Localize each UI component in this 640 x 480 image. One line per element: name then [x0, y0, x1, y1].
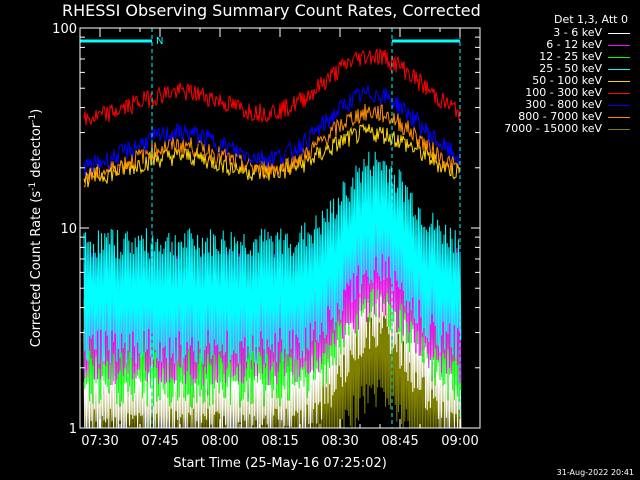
legend-item: 6 - 12 keV — [486, 39, 630, 51]
legend-label: 100 - 300 keV — [525, 86, 602, 99]
legend-swatch — [608, 44, 630, 46]
x-tick-label-3: 08:15 — [261, 434, 298, 449]
legend-item: 100 - 300 keV — [486, 87, 630, 99]
legend-swatch — [608, 104, 630, 106]
x-tick-label-4: 08:30 — [321, 434, 358, 449]
legend-swatch — [608, 128, 630, 130]
x-tick-label-1: 07:45 — [141, 434, 178, 449]
legend-label: 6 - 12 keV — [546, 38, 602, 51]
series-line-3 — [83, 151, 462, 365]
legend-label: 12 - 25 keV — [539, 50, 602, 63]
high-energy-series — [83, 48, 461, 188]
legend-swatch — [608, 56, 630, 58]
legend-item: 25 - 50 keV — [486, 63, 630, 75]
series-line-5 — [83, 48, 461, 126]
legend: Det 1,3, Att 0 3 - 6 keV 6 - 12 keV 12 - 2… — [486, 14, 630, 135]
legend-label: 300 - 800 keV — [525, 98, 602, 111]
legend-swatch — [608, 80, 630, 82]
legend-label: 800 - 7000 keV — [518, 110, 602, 123]
night-marker-label: N — [156, 36, 163, 47]
y-axis-label: Corrected Count Rate (s-1 detector-1) — [28, 109, 44, 347]
legend-item: 12 - 25 keV — [486, 51, 630, 63]
legend-item: 3 - 6 keV — [486, 27, 630, 39]
x-tick-label-0: 07:30 — [81, 434, 118, 449]
low-energy-series — [83, 151, 462, 429]
legend-item: 300 - 800 keV — [486, 99, 630, 111]
legend-swatch — [608, 92, 630, 94]
y-tick-label-2: 100 — [52, 22, 77, 37]
y-tick-label-0: 1 — [69, 422, 77, 437]
x-tick-label-2: 08:00 — [201, 434, 238, 449]
legend-swatch — [608, 68, 630, 70]
footer-date: 31-Aug-2022 20:41 — [556, 468, 634, 477]
legend-label: 25 - 50 keV — [539, 62, 602, 75]
y-tick-label-1: 10 — [60, 222, 77, 237]
legend-item: 50 - 100 keV — [486, 75, 630, 87]
series-line-6 — [83, 85, 461, 177]
x-axis-label: Start Time (25-May-16 07:25:02) — [173, 456, 387, 471]
legend-item: 7000 - 15000 keV — [486, 123, 630, 135]
chart-title: RHESSI Observing Summary Count Rates, Co… — [62, 1, 481, 20]
legend-swatch — [608, 32, 630, 34]
legend-label: 3 - 6 keV — [553, 26, 602, 39]
x-tick-label-5: 08:45 — [381, 434, 418, 449]
legend-label: 7000 - 15000 keV — [504, 122, 602, 135]
series-line-7 — [83, 103, 461, 188]
legend-swatch — [608, 116, 630, 118]
legend-label: 50 - 100 keV — [532, 74, 602, 87]
legend-item: 800 - 7000 keV — [486, 111, 630, 123]
x-tick-label-6: 09:00 — [441, 434, 478, 449]
legend-header: Det 1,3, Att 0 — [554, 13, 628, 26]
